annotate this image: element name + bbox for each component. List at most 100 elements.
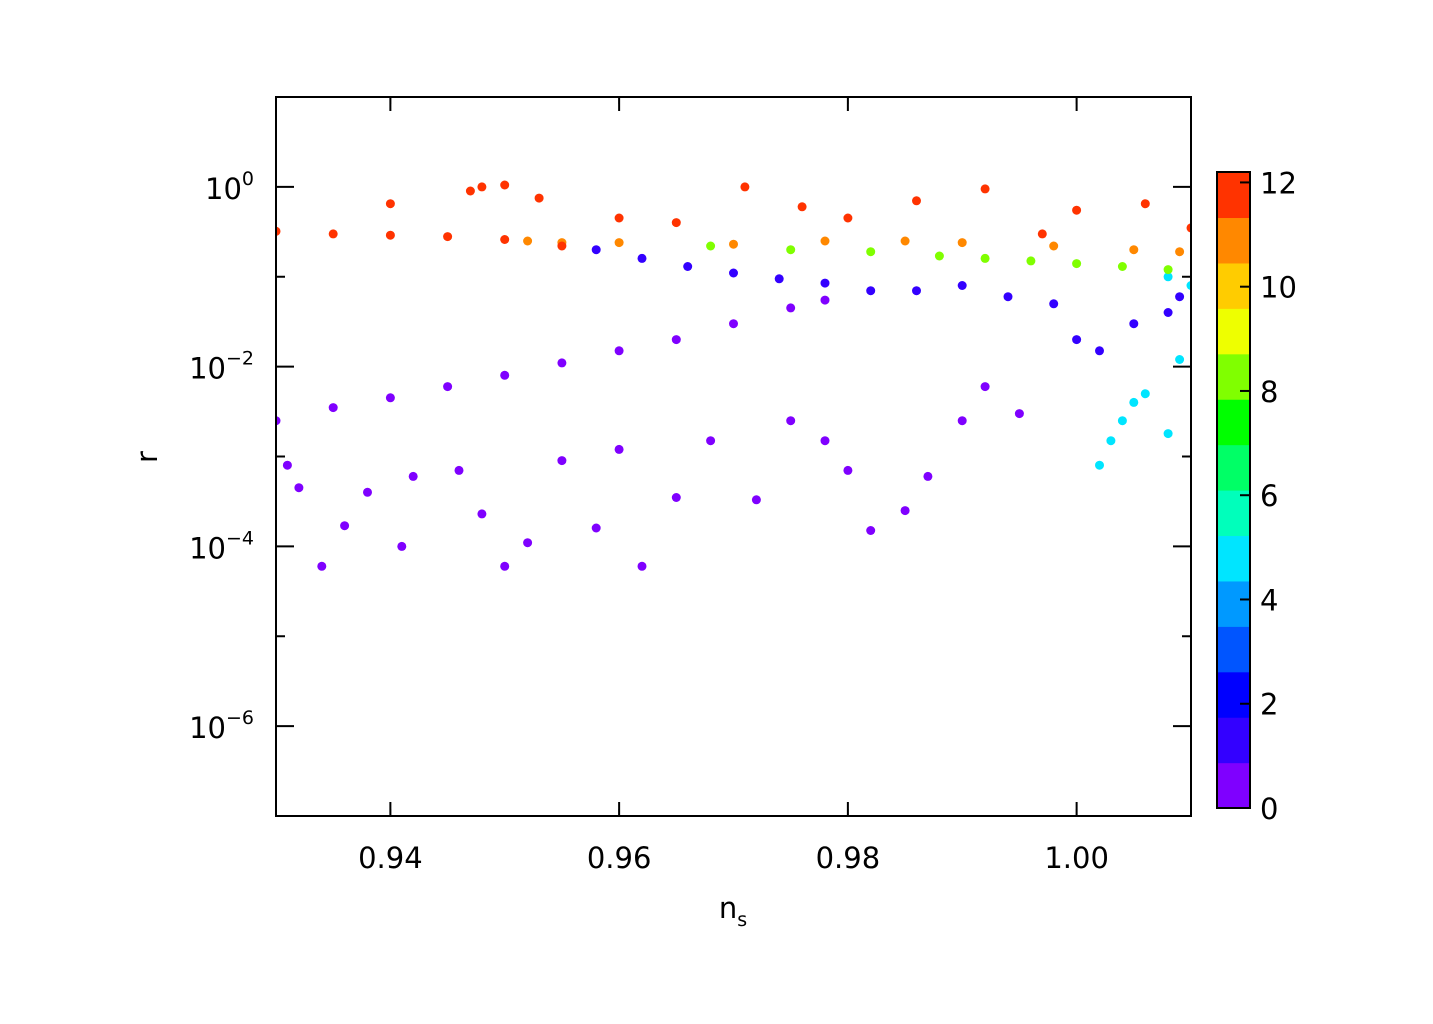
data-point: [706, 436, 716, 446]
data-point: [282, 460, 292, 470]
colorbar-frame: [1216, 171, 1251, 809]
data-point: [980, 382, 990, 392]
data-point: [671, 218, 681, 228]
data-point: [671, 335, 681, 345]
data-point: [465, 186, 475, 196]
data-point: [557, 358, 567, 368]
data-point: [477, 509, 487, 519]
data-point: [786, 303, 796, 313]
data-point: [1072, 335, 1082, 345]
data-point: [729, 319, 738, 329]
data-point: [637, 561, 647, 571]
data-point: [1163, 308, 1173, 317]
y-tick-label: 10−2: [189, 348, 254, 386]
colorbar-tick-label: 0: [1260, 792, 1278, 826]
data-point: [820, 436, 830, 446]
data-point: [729, 239, 738, 249]
data-point: [957, 416, 967, 426]
data-point: [1163, 272, 1173, 282]
x-tick-label: 0.98: [816, 841, 881, 875]
data-point: [328, 403, 338, 413]
data-point: [957, 238, 967, 248]
colorbar-tick-label: 6: [1260, 479, 1278, 513]
data-point: [1117, 262, 1127, 271]
y-tick-label: 100: [205, 168, 254, 206]
colorbar-segment: [1217, 626, 1250, 673]
data-point: [706, 241, 716, 251]
data-point: [729, 268, 738, 278]
y-axis-label: r: [130, 451, 164, 463]
data-point: [751, 495, 761, 505]
data-point: [500, 235, 510, 244]
data-point: [385, 393, 395, 403]
data-point: [866, 526, 876, 535]
data-point: [523, 236, 533, 246]
data-point: [340, 521, 350, 531]
data-point: [1049, 241, 1059, 251]
colorbar-segment: [1217, 353, 1250, 400]
data-point: [1186, 223, 1191, 233]
data-point: [1140, 199, 1150, 209]
data-point: [317, 561, 327, 571]
colorbar-segment: [1217, 490, 1250, 537]
data-point: [980, 253, 990, 263]
data-point: [980, 184, 990, 194]
x-axis: 0.94 0.96 0.98 1.00: [358, 97, 1109, 875]
data-point: [1026, 256, 1036, 266]
data-point: [397, 541, 407, 551]
colorbar-segment: [1217, 308, 1250, 355]
data-point: [786, 416, 796, 426]
data-point: [1072, 205, 1082, 215]
data-point: [786, 245, 796, 255]
data-point: [614, 346, 624, 356]
data-point: [866, 247, 876, 257]
data-point: [1095, 460, 1104, 470]
data-point: [523, 538, 533, 548]
data-point: [534, 193, 544, 203]
x-tick-label: 0.94: [358, 841, 423, 875]
data-point: [385, 199, 395, 209]
data-point: [820, 236, 830, 246]
data-point: [797, 202, 807, 212]
data-point: [614, 213, 624, 223]
data-point: [1129, 245, 1139, 255]
data-point: [637, 253, 647, 263]
data-point: [591, 523, 601, 533]
data-point: [557, 456, 567, 466]
scatter-points: [276, 180, 1191, 571]
colorbar-segment: [1217, 217, 1250, 264]
data-point: [683, 262, 693, 271]
data-point: [934, 251, 944, 261]
data-point: [1140, 389, 1150, 399]
x-axis-label: ns: [719, 891, 747, 931]
data-point: [500, 180, 510, 190]
data-point: [276, 226, 281, 236]
data-point: [912, 286, 921, 296]
data-point: [614, 238, 624, 248]
data-point: [1003, 292, 1013, 302]
colorbar: 0 2 4 6 8 10 12: [1216, 166, 1297, 826]
data-point: [1129, 397, 1139, 407]
data-point: [957, 281, 967, 290]
data-point: [1117, 416, 1127, 426]
data-point: [1186, 281, 1191, 290]
data-point: [1037, 229, 1047, 239]
data-point: [1049, 299, 1059, 309]
colorbar-segment: [1217, 172, 1250, 219]
data-point: [923, 471, 933, 481]
data-point: [774, 274, 784, 284]
data-point: [1163, 265, 1173, 275]
data-point: [1175, 355, 1185, 364]
colorbar-segment: [1217, 717, 1250, 764]
data-point: [1095, 346, 1104, 356]
colorbar-tick-label: 2: [1260, 688, 1278, 722]
colorbar-tick-label: 10: [1260, 271, 1297, 305]
data-point: [843, 465, 853, 475]
data-point: [843, 213, 853, 223]
data-point: [477, 182, 487, 192]
data-point: [1175, 292, 1185, 302]
data-point: [1072, 259, 1082, 269]
colorbar-tick-label: 8: [1260, 375, 1278, 409]
data-point: [328, 229, 338, 239]
